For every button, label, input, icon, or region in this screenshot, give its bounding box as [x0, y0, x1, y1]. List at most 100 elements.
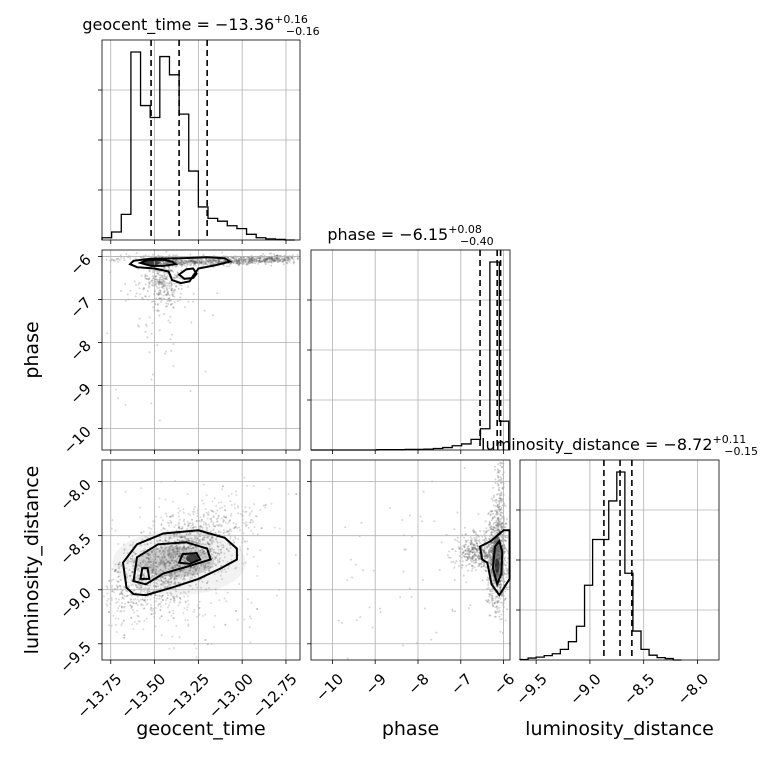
sample-point	[469, 539, 472, 542]
sample-point	[501, 544, 504, 547]
sample-point	[170, 557, 172, 560]
sample-point	[194, 264, 197, 267]
sample-point	[158, 261, 161, 264]
sample-point	[493, 526, 496, 529]
sample-point	[250, 617, 252, 620]
sample-point	[140, 274, 143, 277]
sample-point	[120, 256, 123, 259]
sample-point	[193, 262, 196, 265]
sample-point	[225, 548, 228, 550]
sample-point	[501, 539, 504, 542]
sample-point	[161, 285, 164, 288]
sample-point	[163, 262, 166, 265]
sample-point	[505, 567, 508, 570]
sample-point	[291, 256, 294, 259]
sample-point	[296, 258, 299, 261]
sample-point	[157, 260, 160, 263]
sample-point	[195, 547, 198, 550]
sample-point	[481, 539, 484, 542]
sample-point	[175, 624, 178, 627]
sample-point	[146, 275, 149, 278]
sample-point	[493, 526, 496, 529]
sample-point	[497, 570, 500, 573]
sample-point	[479, 530, 482, 532]
sample-point	[476, 556, 479, 559]
sample-point	[181, 527, 184, 530]
sample-point	[169, 338, 172, 341]
sample-point	[503, 580, 506, 583]
sample-point	[470, 569, 473, 572]
sample-point	[125, 575, 128, 578]
sample-point	[219, 531, 222, 534]
sample-point	[171, 293, 173, 296]
sample-point	[216, 540, 218, 543]
sample-point	[504, 597, 507, 600]
sample-point	[190, 259, 193, 262]
sample-point	[175, 261, 178, 264]
sample-point	[163, 280, 166, 283]
sample-point	[192, 566, 195, 569]
sample-point	[214, 564, 217, 567]
sample-point	[271, 257, 274, 260]
sample-point	[137, 567, 140, 570]
sample-point	[214, 531, 217, 534]
sample-point	[250, 261, 253, 264]
sample-point	[183, 560, 186, 563]
sample-point	[494, 560, 497, 563]
sample-point	[252, 256, 255, 259]
sample-point	[490, 564, 492, 567]
sample-point	[506, 570, 509, 573]
sample-point	[156, 272, 159, 275]
sample-point	[492, 577, 495, 579]
sample-point	[496, 568, 499, 571]
sample-point	[161, 519, 164, 522]
sample-point	[242, 532, 245, 535]
sample-point	[124, 602, 127, 605]
sample-point	[246, 547, 249, 550]
sample-point	[256, 533, 259, 536]
sample-point	[117, 257, 120, 260]
sample-point	[185, 547, 188, 550]
sample-point	[200, 553, 203, 556]
sample-point	[141, 296, 144, 299]
sample-point	[113, 570, 116, 573]
sample-point	[179, 597, 181, 599]
sample-point	[259, 257, 262, 260]
sample-point	[178, 601, 181, 604]
sample-point	[498, 462, 501, 465]
sample-point	[158, 497, 161, 500]
sample-point	[170, 349, 173, 352]
sample-point	[220, 564, 223, 567]
sample-point	[217, 548, 220, 551]
sample-point	[167, 554, 170, 557]
sample-point	[492, 528, 495, 531]
sample-point	[496, 555, 499, 558]
sample-point	[127, 558, 130, 561]
sample-point	[160, 552, 163, 555]
sample-point	[265, 258, 268, 261]
sample-point	[150, 606, 152, 609]
sample-point	[110, 258, 113, 261]
sample-point	[175, 275, 178, 278]
sample-point	[115, 258, 118, 261]
sample-point	[164, 277, 166, 280]
sample-point	[130, 616, 133, 619]
sample-point	[120, 563, 123, 566]
sample-point	[182, 568, 185, 571]
sample-point	[142, 530, 145, 533]
sample-point	[163, 266, 166, 269]
sample-point	[155, 572, 158, 575]
sample-point	[477, 559, 480, 561]
sample-point	[172, 566, 175, 569]
sample-point	[144, 548, 146, 551]
sample-point	[215, 554, 218, 557]
sample-point	[136, 564, 139, 567]
sample-point	[172, 533, 175, 536]
sample-point	[499, 586, 502, 589]
sample-point	[179, 536, 182, 539]
sample-point	[485, 553, 488, 556]
sample-point	[122, 593, 124, 596]
sample-point	[238, 259, 241, 262]
sample-point	[161, 282, 164, 285]
sample-point	[186, 595, 189, 598]
